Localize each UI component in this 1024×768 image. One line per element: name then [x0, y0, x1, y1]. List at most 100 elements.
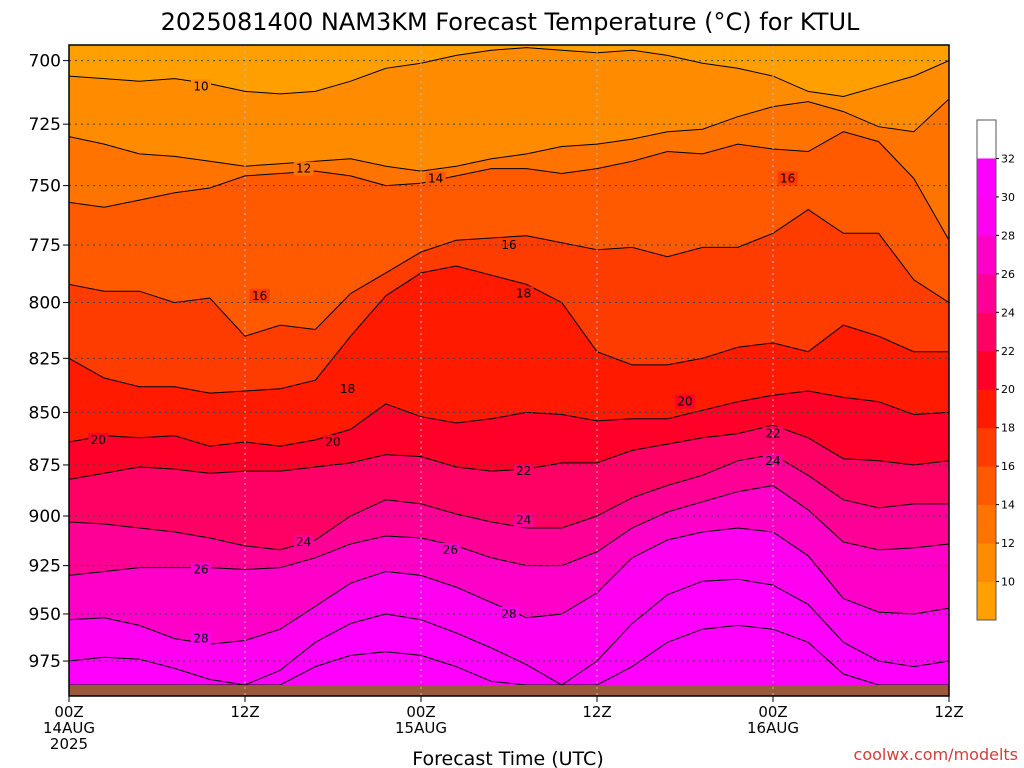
x-tick-label-line: 16AUG	[747, 719, 799, 737]
contour-label-text: 12	[296, 162, 311, 176]
y-tick-label: 775	[29, 236, 61, 256]
contour-label-text: 28	[501, 607, 516, 621]
colorbar-segment	[977, 581, 996, 621]
colorbar-segment	[977, 158, 996, 198]
contour-label-bg	[513, 464, 534, 479]
contour-label-bg	[763, 426, 783, 441]
y-tick-label: 800	[29, 294, 61, 314]
colorbar: 10 12 14 16 18 20 22 24 26 28 30 32	[976, 119, 1015, 621]
x-tick-label-line: 12Z	[582, 703, 611, 721]
colorbar-segment	[977, 235, 996, 275]
contour-label: 12	[293, 161, 314, 176]
x-tick-label-line: 00Z	[758, 703, 787, 721]
y-tick-label: 725	[29, 115, 61, 135]
colorbar-label: 20	[1001, 383, 1015, 396]
x-tick-label-line: 15AUG	[395, 719, 447, 737]
colorbar-label: 14	[1001, 499, 1015, 512]
contour-label-bg	[293, 161, 314, 176]
contour-label: 24	[513, 513, 534, 528]
contour-label: 16	[777, 171, 798, 186]
isotherm-line	[69, 578, 949, 686]
y-tick-label: 700	[29, 52, 61, 72]
isotherm-line	[69, 47, 949, 98]
colorbar-segment	[977, 543, 996, 583]
isotherm-line	[69, 454, 949, 551]
y-tick-label: 825	[29, 349, 61, 369]
contour-label: 14	[425, 171, 446, 186]
colorbar-segment	[977, 350, 996, 390]
contour-label: 26	[440, 542, 461, 557]
contour-label-bg	[513, 286, 534, 301]
colorbar-label: 16	[1001, 460, 1015, 473]
contour-label-text: 26	[193, 563, 208, 577]
contour-label-bg	[499, 606, 519, 621]
contour-label-text: 22	[516, 464, 531, 478]
x-axis-label: Forecast Time (UTC)	[412, 748, 603, 768]
contour-label: 10	[191, 79, 211, 94]
y-tick-label: 850	[29, 403, 61, 423]
contour-label-text: 20	[325, 435, 340, 449]
contour-label-bg	[499, 238, 519, 253]
colorbar-label: 12	[1001, 537, 1015, 550]
contour-label: 24	[293, 534, 314, 549]
contour-label-bg	[249, 288, 270, 303]
ground	[69, 685, 949, 696]
y-tick-label: 750	[29, 177, 61, 197]
credit-text: coolwx.com/modelts	[854, 745, 1018, 764]
x-tick-label: 12Z	[230, 703, 259, 721]
colorbar-segment	[977, 273, 996, 313]
x-tick-label-line: 12Z	[934, 703, 963, 721]
colorbar-segment	[977, 196, 996, 236]
y-tick-label: 925	[29, 557, 61, 577]
colorbar-label: 18	[1001, 422, 1015, 435]
contour-label-text: 28	[193, 632, 208, 646]
colorbar-label: 30	[1001, 191, 1015, 204]
contour-label: 20	[675, 394, 695, 409]
isotherm-line	[69, 484, 949, 576]
colorbar-label: 22	[1001, 345, 1015, 358]
x-tick-label: 00Z 15AUG	[395, 703, 447, 737]
contour-label-bg	[440, 542, 461, 557]
contour-label: 20	[323, 435, 343, 450]
contour-label-bg	[337, 381, 358, 396]
contour-label: 22	[513, 464, 534, 479]
y-tick-label: 875	[29, 456, 61, 476]
contour-label-text: 22	[765, 427, 780, 441]
plot-frame	[68, 44, 950, 697]
contour-label-text: 26	[443, 543, 458, 557]
chart-title: 2025081400 NAM3KM Forecast Temperature (…	[161, 8, 860, 36]
contour-label: 16	[249, 288, 270, 303]
y-tick-label: 900	[29, 507, 61, 527]
colorbar-segment	[977, 312, 996, 352]
contour-label-bg	[191, 79, 211, 94]
contour-label-text: 16	[252, 289, 267, 303]
contour-label: 18	[337, 381, 358, 396]
colorbar-label: 26	[1001, 268, 1015, 281]
isotherm-line	[69, 265, 949, 394]
contour-label: 20	[88, 432, 109, 447]
contour-label-text: 18	[516, 286, 531, 300]
colorbar-segment	[977, 427, 996, 467]
contour-label: 16	[499, 238, 519, 253]
x-tick-label-line: 00Z	[406, 703, 435, 721]
colorbar-label: 24	[1001, 306, 1015, 319]
colorbar-label: 32	[1001, 152, 1015, 165]
isotherm-line	[69, 131, 949, 241]
contour-label-text: 24	[296, 535, 311, 549]
contour-label-text: 24	[516, 513, 531, 527]
contour-label-bg	[675, 394, 695, 409]
x-tick-label: 12Z	[934, 703, 963, 721]
contour-label: 22	[763, 426, 783, 441]
isotherm-line	[69, 424, 949, 480]
x-tick-label-line: 12Z	[230, 703, 259, 721]
y-tick-label: 950	[29, 605, 61, 625]
x-tick-label-line: 00Z	[54, 703, 83, 721]
contour-label-text: 20	[91, 433, 106, 447]
contour-label-bg	[191, 631, 211, 646]
contour-label: 28	[191, 631, 211, 646]
contour-label: 26	[191, 562, 211, 577]
x-tick-label-line: 14AUG	[43, 719, 95, 737]
